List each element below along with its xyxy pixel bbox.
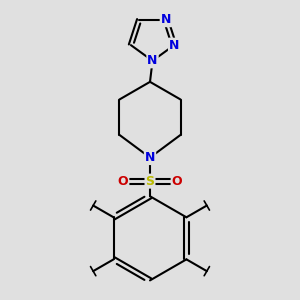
Text: O: O (118, 175, 128, 188)
Text: N: N (145, 151, 155, 164)
Text: N: N (161, 13, 171, 26)
Text: N: N (169, 39, 179, 52)
Text: N: N (147, 54, 158, 67)
Text: O: O (172, 175, 182, 188)
Text: S: S (146, 175, 154, 188)
